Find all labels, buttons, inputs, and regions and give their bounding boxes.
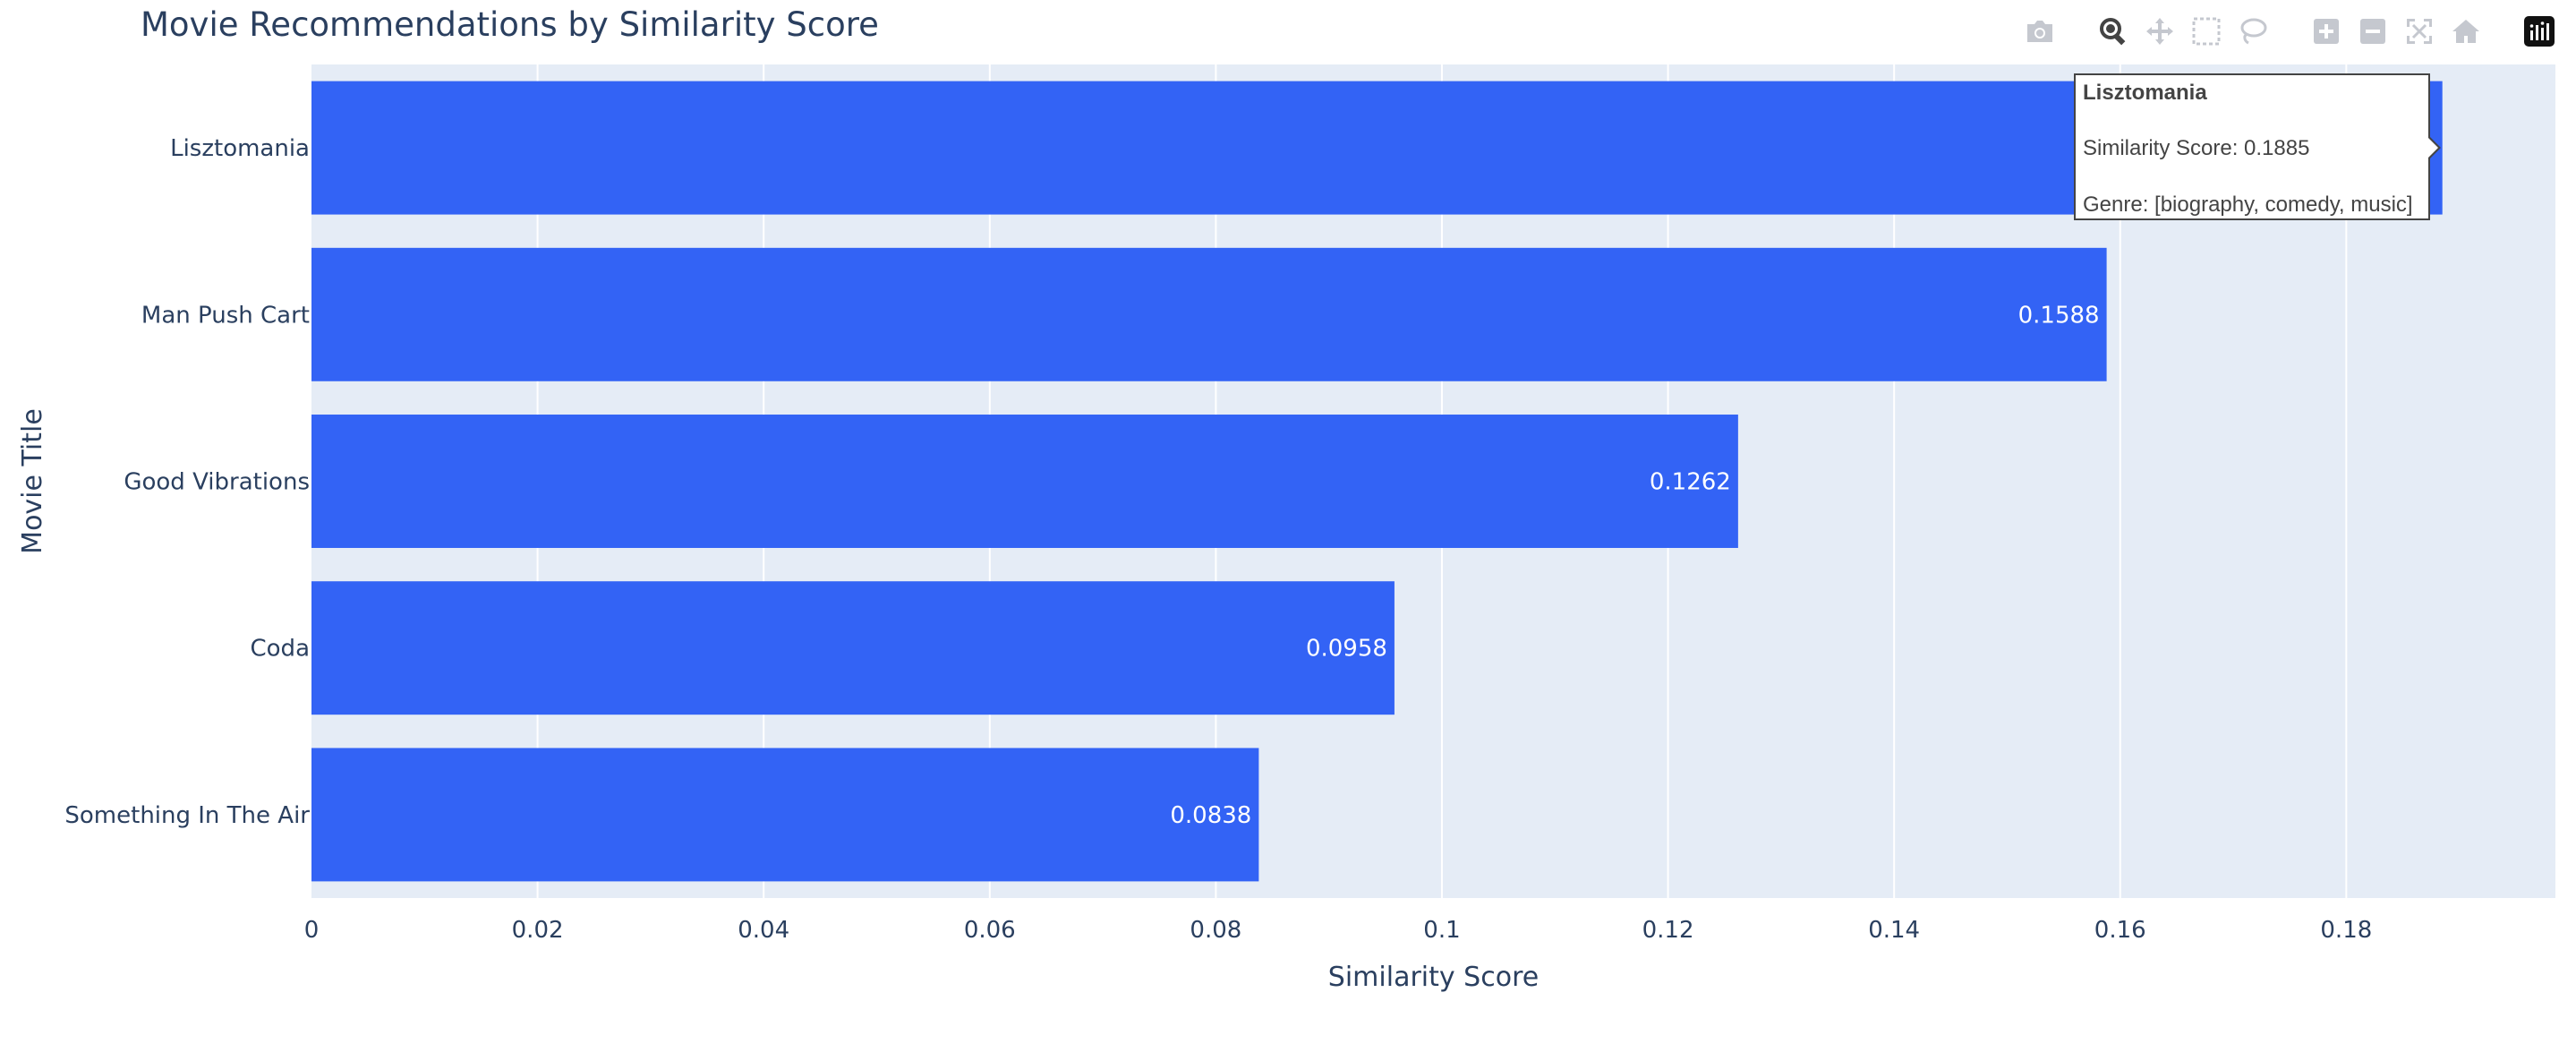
- x-tick-label: 0: [304, 917, 320, 944]
- bar-data-label: 0.1588: [2018, 302, 2100, 329]
- modebar: [2025, 16, 2555, 47]
- x-tick-label: 0.12: [1642, 917, 1694, 944]
- lasso-icon[interactable]: [2238, 16, 2268, 47]
- zoom-in-icon[interactable]: [2311, 16, 2341, 47]
- bar: [311, 748, 1259, 882]
- y-tick-label: Something In The Air: [64, 802, 310, 829]
- tooltip-arrow-inner: [2428, 138, 2438, 158]
- x-tick-label: 0.06: [964, 917, 1016, 944]
- x-tick-label: 0.14: [1868, 917, 1920, 944]
- pan-icon[interactable]: [2145, 16, 2175, 47]
- x-tick-label: 0.16: [2094, 917, 2146, 944]
- tooltip-title: Lisztomania: [2083, 81, 2207, 105]
- x-tick-label: 0.02: [512, 917, 564, 944]
- zoom-out-icon[interactable]: [2358, 16, 2388, 47]
- y-tick-label: Man Push Cart: [141, 302, 310, 329]
- autoscale-icon[interactable]: [2404, 16, 2435, 47]
- bar: [311, 415, 1738, 548]
- hover-tooltip: Lisztomania Similarity Score: 0.1885 Gen…: [2074, 73, 2430, 220]
- bar: [311, 581, 1395, 715]
- x-tick-label: 0.08: [1190, 917, 1241, 944]
- bar: [311, 247, 2107, 381]
- reset-axes-icon[interactable]: [2451, 16, 2481, 47]
- tooltip-genre: Genre: [biography, comedy, music]: [2083, 193, 2413, 217]
- x-axis-title: Similarity Score: [1328, 962, 1539, 993]
- box-select-icon[interactable]: [2191, 16, 2222, 47]
- camera-icon[interactable]: [2025, 16, 2055, 47]
- x-tick-label: 0.18: [2320, 917, 2372, 944]
- zoom-icon[interactable]: [2098, 16, 2128, 47]
- chart-title: Movie Recommendations by Similarity Scor…: [141, 5, 879, 44]
- x-tick-label: 0.04: [738, 917, 789, 944]
- bar-data-label: 0.0958: [1306, 636, 1387, 663]
- bar-data-label: 0.0838: [1170, 802, 1251, 829]
- bar-data-label: 0.1262: [1650, 469, 1731, 496]
- plotly-logo-icon[interactable]: [2524, 16, 2555, 47]
- y-tick-label: Lisztomania: [170, 135, 310, 162]
- y-axis-title: Movie Title: [17, 408, 48, 554]
- y-tick-label: Good Vibrations: [124, 469, 310, 496]
- x-tick-label: 0.1: [1423, 917, 1460, 944]
- y-tick-label: Coda: [251, 636, 311, 663]
- tooltip-score: Similarity Score: 0.1885: [2083, 136, 2310, 160]
